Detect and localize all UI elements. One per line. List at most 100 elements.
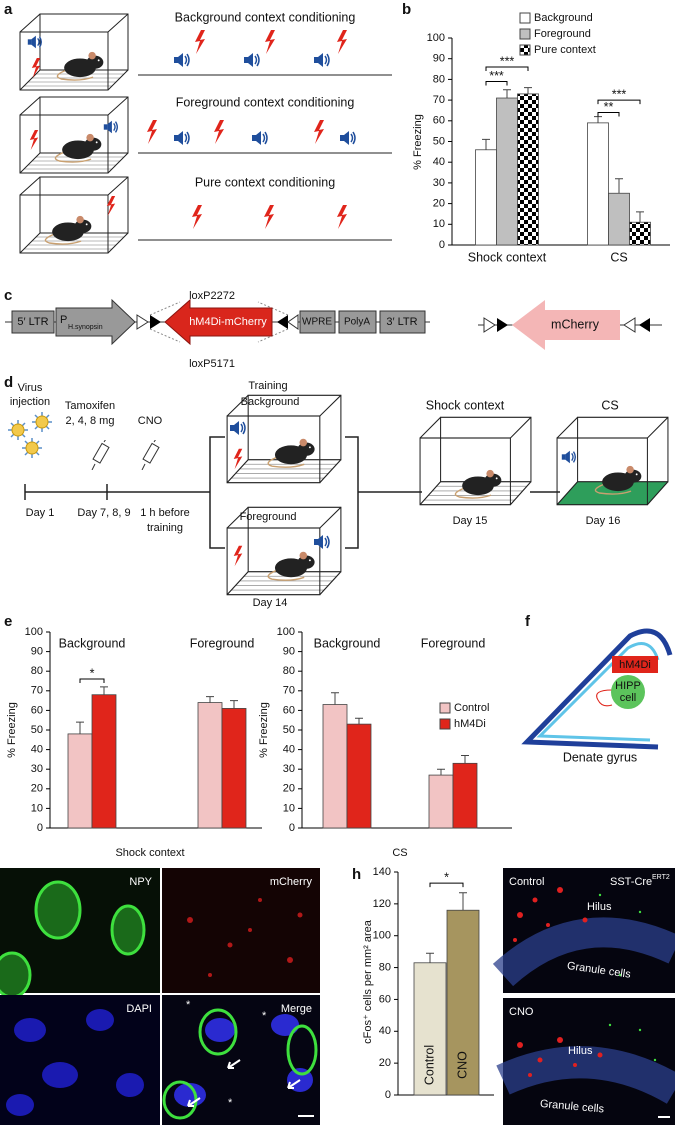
y-tick-label: 20: [283, 783, 295, 795]
x-tick-label: Shock context: [468, 250, 547, 264]
element-label: hM4Di-mCherry: [189, 316, 267, 328]
micrographs-i: [517, 1037, 603, 1077]
legend-label: Background: [534, 12, 593, 24]
panel-a: [173, 130, 190, 146]
row-title: Pure context conditioning: [195, 175, 335, 189]
y-tick-label: 30: [283, 763, 295, 775]
micrographs-i: [653, 1058, 657, 1062]
y-tick-label: 50: [283, 724, 295, 736]
y-axis-label: % Freezing: [6, 702, 18, 758]
panel-label: e: [4, 613, 12, 630]
y-tick-label: 70: [31, 685, 43, 697]
dentate-schematic: [521, 628, 673, 750]
micrographs-g: [271, 1014, 299, 1036]
bar: [452, 762, 478, 829]
y-tick-label: 40: [283, 744, 295, 756]
panel-a: [337, 30, 347, 54]
timeline: [141, 440, 160, 470]
y-tick-label: 20: [31, 783, 43, 795]
category-label: Background: [314, 636, 381, 650]
legend-swatch: [519, 28, 531, 40]
bar: [475, 149, 497, 246]
micrographs-i: [598, 893, 602, 897]
y-tick-label: 20: [433, 198, 445, 210]
day-label: Day 1: [26, 507, 55, 519]
micrographs-i: [618, 973, 622, 977]
construct: [55, 298, 136, 346]
significance-label: ***: [489, 69, 504, 83]
legend-label: hM4Di: [454, 718, 486, 730]
day-label: Day 7, 8, 9: [77, 507, 130, 519]
y-tick-label: 100: [373, 930, 391, 942]
significance-label: ***: [500, 54, 515, 68]
panel-a: [27, 35, 42, 49]
construct: [639, 318, 650, 332]
box-label: Foreground: [240, 511, 297, 523]
y-tick-label: 70: [283, 685, 295, 697]
panel-label: h: [352, 866, 361, 883]
micrographs-i: [582, 917, 588, 923]
legend-label: Control: [454, 702, 489, 714]
significance-bracket: [597, 112, 620, 117]
step-label: 2, 4, 8 mg: [66, 415, 115, 427]
micrographs-i: [597, 1052, 603, 1058]
bar: [428, 774, 454, 829]
error-bar: [100, 686, 108, 695]
timeline: [91, 440, 110, 470]
micrographs-g: [6, 1009, 144, 1116]
construct: [277, 315, 288, 329]
micrographs-i: [492, 917, 675, 987]
construct: [497, 318, 508, 332]
y-tick-label: 80: [379, 961, 391, 973]
panel-a: [265, 30, 275, 54]
dentate-schematic: [596, 689, 613, 707]
significance-label: *: [444, 870, 449, 884]
micrographs-g: [34, 880, 82, 940]
marker: *: [186, 999, 191, 1011]
micrographs-g: [0, 951, 32, 999]
significance-label: **: [604, 100, 614, 114]
micrographs-g: [248, 928, 252, 932]
cell-label: cell: [620, 692, 637, 704]
group-label: Control: [509, 876, 544, 888]
panel-a: [173, 52, 190, 68]
micrographs-i: [513, 938, 517, 942]
receptor-label: hM4Di: [619, 659, 651, 671]
micrographs-i: [546, 923, 550, 927]
bar: [517, 93, 539, 246]
timeline: [22, 438, 42, 458]
error-bar: [426, 952, 434, 963]
bar: [91, 694, 117, 829]
micrographs-i: Control SST-Cre ERT2 Hilus Granule cells…: [492, 868, 675, 1125]
channel-label: mCherry: [270, 876, 313, 888]
micrographs-i: [537, 1057, 543, 1063]
micrographs-g: [187, 898, 303, 977]
channel-label: DAPI: [126, 1003, 152, 1015]
y-axis-label: cFos⁺ cells per mm² area: [362, 919, 374, 1044]
timeline: [209, 436, 422, 549]
element-label: PolyA: [344, 317, 370, 328]
channel-label: NPY: [129, 876, 152, 888]
x-axis-label: CS: [392, 847, 407, 859]
micrographs-g: [174, 1083, 206, 1107]
loxp-label: loxP5171: [189, 358, 235, 370]
y-tick-label: 50: [31, 724, 43, 736]
x-axis-label: Shock context: [115, 847, 184, 859]
micrographs-g: [116, 1073, 144, 1097]
element-label: P: [60, 314, 67, 326]
micrographs-i: [513, 887, 588, 942]
construct: [338, 310, 377, 334]
channel-label: Merge: [281, 1003, 312, 1015]
y-axis-label: % Freezing: [258, 702, 270, 758]
construct: 5′ LTR P H.synopsin hM4Di-mCherry WPRE P…: [5, 290, 662, 370]
x-tick-label: CS: [610, 250, 627, 264]
micrographs-g: [6, 1094, 34, 1116]
micrographs-g: [198, 1008, 238, 1056]
construct: [299, 310, 336, 334]
category-label: Control: [422, 1045, 436, 1085]
y-axis-label: % Freezing: [412, 114, 424, 170]
region-label: Granule cells: [539, 1098, 604, 1116]
line-label: SST-Cre: [610, 876, 652, 888]
panel-a: [195, 30, 205, 54]
row-title: Background context conditioning: [175, 10, 356, 24]
